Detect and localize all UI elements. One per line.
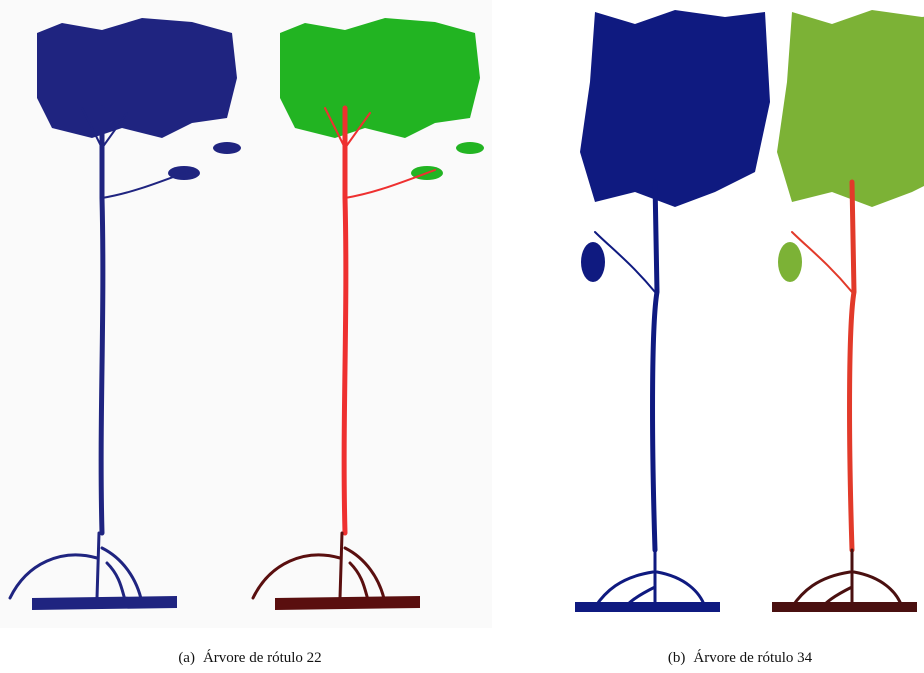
subfigure-label: (b): [668, 650, 686, 666]
caption-a: (a) Árvore de rótulo 22: [178, 650, 321, 667]
tree-b-input: [575, 10, 770, 612]
caption-b: (b) Árvore de rótulo 34: [668, 650, 812, 667]
subfigure-label: (a): [178, 650, 195, 666]
subfigure-caption: Árvore de rótulo 22: [203, 650, 322, 666]
tree-b-segmented: [772, 10, 924, 612]
page: {"figure": {"subfigures": [ {"label": "(…: [0, 0, 924, 673]
figure-images: [0, 0, 924, 673]
subfigure-caption: Árvore de rótulo 34: [693, 650, 812, 666]
